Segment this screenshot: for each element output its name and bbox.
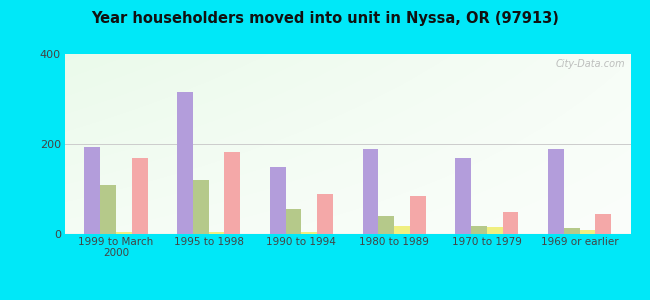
- Bar: [132, 158, 148, 234]
- Bar: [487, 227, 502, 234]
- Bar: [471, 226, 487, 234]
- Bar: [378, 216, 394, 234]
- Bar: [564, 228, 580, 234]
- Bar: [270, 167, 285, 234]
- Bar: [209, 232, 224, 234]
- Bar: [285, 209, 302, 234]
- Bar: [502, 212, 518, 234]
- Bar: [580, 230, 595, 234]
- Bar: [363, 149, 378, 234]
- Bar: [548, 148, 564, 234]
- Bar: [394, 226, 410, 234]
- Text: Year householders moved into unit in Nyssa, OR (97913): Year householders moved into unit in Nys…: [91, 11, 559, 26]
- Bar: [317, 194, 333, 234]
- Bar: [116, 232, 132, 234]
- Bar: [455, 158, 471, 234]
- Bar: [84, 147, 100, 234]
- Bar: [100, 185, 116, 234]
- Bar: [302, 232, 317, 234]
- Bar: [410, 196, 426, 234]
- Bar: [177, 92, 193, 234]
- Bar: [224, 152, 240, 234]
- Bar: [595, 214, 611, 234]
- Bar: [193, 180, 209, 234]
- Text: City-Data.com: City-Data.com: [555, 59, 625, 69]
